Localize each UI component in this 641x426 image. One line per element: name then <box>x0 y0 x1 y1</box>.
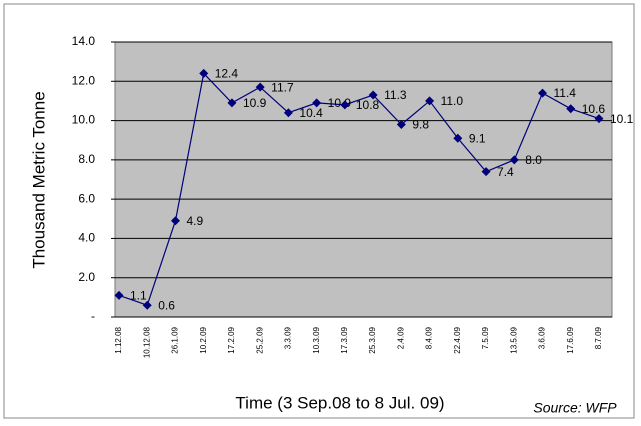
data-point <box>566 104 576 114</box>
data-label: 11.0 <box>441 94 464 108</box>
data-label: 1.1 <box>130 289 147 303</box>
y-tick-label: 4.0 <box>78 231 95 245</box>
plot-area <box>114 41 613 318</box>
data-label: 8.0 <box>525 153 542 167</box>
y-tick-label: 12.0 <box>72 73 96 87</box>
x-tick-label: 17.3.09 <box>340 326 349 353</box>
data-point <box>283 108 293 118</box>
data-point <box>142 300 152 310</box>
data-point <box>594 114 604 124</box>
x-tick-label: 2.4.09 <box>396 326 405 349</box>
data-point <box>255 82 265 92</box>
y-tick-label: - <box>91 309 95 323</box>
data-point <box>453 133 463 143</box>
data-point <box>396 120 406 129</box>
data-point <box>368 90 378 100</box>
data-point <box>170 216 180 226</box>
data-label: 10.1 <box>610 112 634 126</box>
data-label: 7.4 <box>497 165 514 179</box>
x-tick-label: 10.2.09 <box>199 326 208 353</box>
x-tick-label: 3.6.09 <box>538 326 547 349</box>
data-point <box>509 155 519 165</box>
x-tick-label: 25.3.09 <box>368 326 377 353</box>
x-tick-label: 26.1.09 <box>171 326 180 353</box>
data-point <box>199 68 209 78</box>
data-point <box>227 98 237 108</box>
data-label: 11.4 <box>554 86 577 100</box>
data-label: 10.4 <box>299 106 323 120</box>
data-label: 10.8 <box>356 98 380 112</box>
data-point <box>481 167 491 177</box>
data-label: 9.8 <box>412 118 429 132</box>
x-tick-label: 1.12.08 <box>114 326 123 353</box>
y-tick-label: 6.0 <box>78 191 95 205</box>
data-label: 12.4 <box>215 67 239 81</box>
x-tick-label: 10.12.08 <box>142 326 151 358</box>
data-point <box>538 88 548 98</box>
data-point <box>340 100 350 110</box>
data-label: 10.9 <box>328 96 352 110</box>
x-tick-label: 7.5.09 <box>481 326 490 349</box>
y-tick-label: 10.0 <box>72 113 96 127</box>
data-point <box>312 98 322 108</box>
source-note: Source: WFP <box>533 400 617 416</box>
data-label: 0.6 <box>158 298 175 312</box>
x-tick-label: 22.4.09 <box>453 326 462 353</box>
data-point <box>425 96 435 106</box>
data-point <box>114 290 124 300</box>
x-tick-label: 25.2.09 <box>255 326 264 353</box>
data-label: 10.9 <box>243 96 267 110</box>
data-label: 10.6 <box>582 102 606 116</box>
data-label: 4.9 <box>186 214 203 228</box>
x-tick-label: 17.6.09 <box>566 326 575 353</box>
data-label: 11.3 <box>384 88 407 102</box>
x-tick-label: 8.7.09 <box>594 326 603 349</box>
x-tick-label: 8.4.09 <box>425 326 434 349</box>
x-tick-label: 10.3.09 <box>312 326 321 353</box>
x-axis-label: Time (3 Sep.08 to 8 Jul. 09) <box>235 393 444 412</box>
y-tick-label: 8.0 <box>78 152 95 166</box>
data-label: 9.1 <box>469 131 486 145</box>
x-tick-label: 3.3.09 <box>284 326 293 349</box>
x-tick-label: 13.5.09 <box>509 326 518 353</box>
x-tick-label: 17.2.09 <box>227 326 236 353</box>
data-label: 11.7 <box>271 80 294 94</box>
y-axis-label: Thousand Metric Tonne <box>29 91 48 268</box>
series-line <box>118 72 600 306</box>
y-tick-label: 2.0 <box>78 270 95 284</box>
y-tick-label: 14.0 <box>72 34 96 48</box>
